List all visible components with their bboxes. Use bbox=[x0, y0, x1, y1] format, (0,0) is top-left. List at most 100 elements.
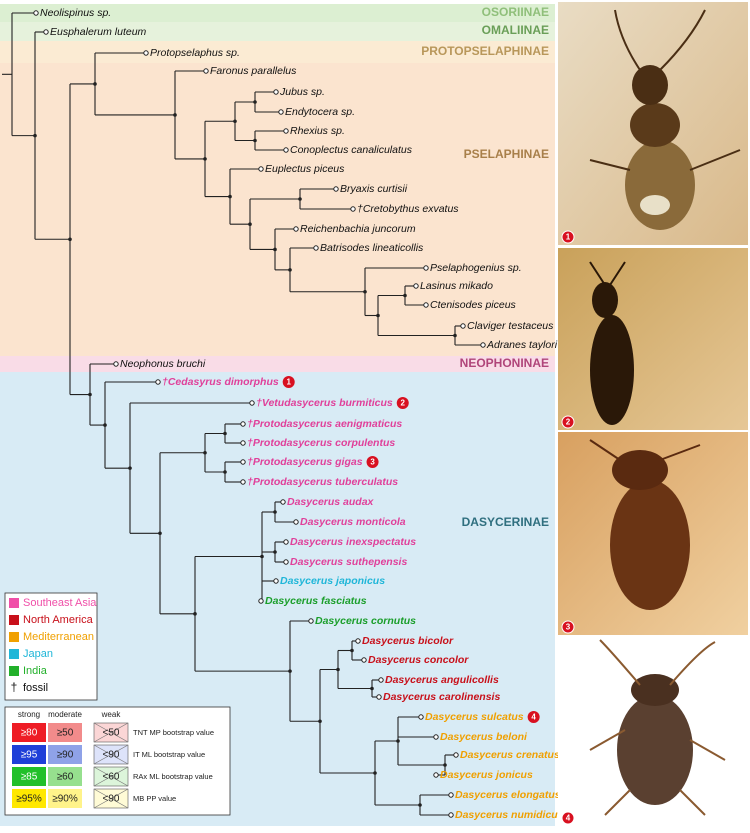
tip-node bbox=[240, 440, 246, 446]
taxon-label: Dasycerus audax bbox=[287, 496, 375, 508]
internal-node bbox=[336, 667, 340, 672]
legend-symbol: † bbox=[11, 680, 18, 694]
taxon-label: Dasycerus cornutus bbox=[315, 615, 416, 627]
taxon-label: †Vetudasycerus burmiticus bbox=[256, 397, 393, 409]
tip-node bbox=[378, 677, 384, 683]
internal-node bbox=[248, 222, 252, 227]
tip-node bbox=[433, 772, 439, 778]
tip-node bbox=[293, 519, 299, 525]
swatch-cross bbox=[93, 722, 129, 743]
tip-node bbox=[249, 400, 255, 406]
taxon-label: Dasycerus jonicus bbox=[440, 769, 533, 781]
tip-node bbox=[448, 792, 454, 798]
tip-node bbox=[33, 10, 39, 16]
tip-node bbox=[258, 598, 264, 604]
internal-node bbox=[363, 289, 367, 294]
photo-3 bbox=[558, 432, 748, 635]
tip-node bbox=[278, 109, 284, 115]
tip-node bbox=[361, 657, 367, 663]
legend-label: India bbox=[23, 665, 48, 677]
region-legend-box bbox=[4, 592, 98, 701]
tip-node bbox=[240, 421, 246, 427]
tip-node bbox=[155, 379, 161, 385]
internal-node bbox=[233, 119, 237, 124]
taxon-label: Euplectus piceus bbox=[265, 163, 345, 175]
taxon-label: †Protodasycerus corpulentus bbox=[247, 437, 395, 449]
internal-node bbox=[273, 510, 277, 514]
tip-node bbox=[423, 265, 429, 271]
tip-node bbox=[448, 812, 454, 818]
legend-label: Mediterranean bbox=[23, 631, 94, 643]
internal-node bbox=[318, 719, 322, 724]
tip-node bbox=[240, 479, 246, 485]
clade-band bbox=[0, 41, 555, 63]
legend-swatch bbox=[9, 598, 19, 608]
support-swatch bbox=[48, 745, 82, 764]
badge bbox=[366, 456, 379, 468]
taxon-label: Dasycerus numidicus bbox=[455, 809, 564, 821]
internal-node bbox=[370, 686, 374, 691]
taxon-label: Endytocera sp. bbox=[285, 106, 355, 118]
internal-node bbox=[418, 803, 422, 807]
taxon-label: Dasycerus sulcatus bbox=[425, 711, 524, 723]
legend-swatch bbox=[9, 666, 19, 676]
support-label: IT ML bootstrap value bbox=[133, 750, 205, 759]
swatch-cross bbox=[93, 744, 129, 765]
support-swatch bbox=[48, 789, 82, 808]
photo-2 bbox=[558, 248, 748, 430]
taxon-label: Dasycerus monticola bbox=[300, 516, 406, 528]
support-swatch bbox=[12, 723, 46, 742]
tip-node bbox=[283, 128, 289, 134]
photo-badge bbox=[561, 415, 575, 429]
clade-label: DASYCERINAE bbox=[462, 515, 549, 529]
internal-node bbox=[223, 470, 227, 474]
tip-node bbox=[143, 50, 149, 56]
tip-node bbox=[453, 752, 459, 758]
internal-node bbox=[288, 268, 292, 272]
tip-node bbox=[418, 714, 424, 720]
internal-node bbox=[88, 392, 92, 397]
internal-node bbox=[253, 100, 257, 104]
clade-band bbox=[0, 63, 555, 356]
internal-node bbox=[288, 669, 292, 673]
badge-label: 3 bbox=[370, 458, 375, 467]
taxon-label: †Protodasycerus gigas bbox=[247, 456, 363, 468]
tip-node bbox=[460, 323, 466, 329]
taxon-label: †Cretobythus exvatus bbox=[357, 203, 459, 215]
support-threshold: <90 bbox=[103, 794, 120, 805]
support-threshold: ≥85 bbox=[21, 772, 38, 783]
badge bbox=[396, 397, 409, 409]
support-label: RAx ML bootstrap value bbox=[133, 772, 213, 781]
legend-label: Japan bbox=[23, 648, 53, 660]
tip-node bbox=[333, 186, 339, 192]
clade-band bbox=[0, 22, 555, 41]
taxon-label: Dasycerus concolor bbox=[368, 654, 469, 666]
tip-node bbox=[293, 226, 299, 232]
taxon-label: Jubus sp. bbox=[279, 86, 325, 98]
taxon-label: Protopselaphus sp. bbox=[150, 47, 240, 59]
photo-4 bbox=[558, 638, 748, 826]
taxon-label: Ctenisodes piceus bbox=[430, 299, 517, 311]
support-swatch bbox=[12, 745, 46, 764]
internal-node bbox=[158, 531, 162, 536]
legend-header: weak bbox=[101, 710, 122, 719]
taxon-label: Faronus parallelus bbox=[210, 65, 297, 77]
clade-label: PROTOPSELAPHINAE bbox=[421, 44, 549, 58]
taxon-label: Neolispinus sp. bbox=[40, 7, 111, 19]
swatch-cross bbox=[93, 788, 129, 809]
internal-node bbox=[273, 247, 277, 252]
support-threshold: <90 bbox=[103, 750, 120, 761]
taxon-label: †Protodasycerus aenigmaticus bbox=[247, 418, 402, 430]
legend-header: moderate bbox=[48, 710, 82, 719]
tip-node bbox=[43, 29, 49, 35]
badge-label: 4 bbox=[531, 713, 536, 722]
taxon-label: Dasycerus elongatus bbox=[455, 789, 561, 801]
support-threshold: ≥90 bbox=[57, 750, 74, 761]
taxon-label: Dasycerus suthepensis bbox=[290, 556, 407, 568]
tip-node bbox=[113, 361, 119, 367]
support-swatch bbox=[12, 789, 46, 808]
taxon-label: Claviger testaceus bbox=[467, 320, 554, 332]
taxon-label: †Protodasycerus tuberculatus bbox=[247, 476, 398, 488]
support-threshold: <60 bbox=[103, 772, 120, 783]
tip-node bbox=[308, 618, 314, 624]
